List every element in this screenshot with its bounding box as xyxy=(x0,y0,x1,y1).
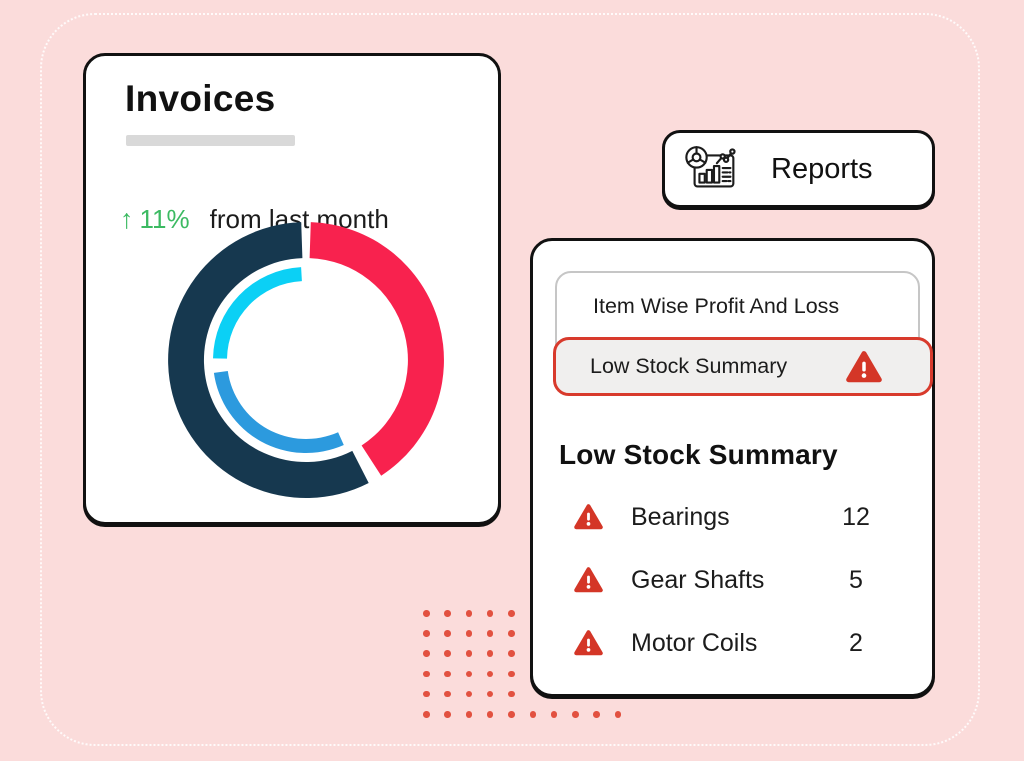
stock-item-row: Motor Coils 2 xyxy=(533,625,932,661)
decorative-dot xyxy=(465,670,473,678)
reports-button[interactable]: Reports xyxy=(662,130,935,208)
decorative-dot xyxy=(508,650,515,657)
invoices-card: Invoices ↑ 11% from last month xyxy=(83,53,501,525)
decorative-dot xyxy=(486,711,494,718)
decorative-dot xyxy=(465,711,473,718)
decorative-dot xyxy=(423,630,430,637)
stock-item-count: 2 xyxy=(849,628,863,657)
warning-icon xyxy=(574,630,603,656)
report-panel-card: Item Wise Profit And Loss Low Stock Summ… xyxy=(530,238,935,697)
decorative-dot xyxy=(444,650,451,657)
decorative-dot xyxy=(486,690,494,698)
stock-item-count: 5 xyxy=(849,565,863,594)
decorative-dot xyxy=(614,711,622,718)
reports-button-label: Reports xyxy=(771,152,873,185)
report-chart-icon xyxy=(685,146,736,188)
decorative-dot xyxy=(444,670,451,678)
decorative-dot xyxy=(529,711,536,718)
stock-item-count: 12 xyxy=(842,502,870,531)
decorative-dot xyxy=(423,670,430,678)
background-panel xyxy=(40,13,980,746)
decorative-dot xyxy=(486,670,494,678)
warning-icon xyxy=(574,567,603,593)
invoices-title: Invoices xyxy=(125,78,276,119)
decorative-dot xyxy=(444,610,451,617)
menu-item-label: Low Stock Summary xyxy=(590,354,788,378)
decorative-dot xyxy=(465,690,473,698)
cyan-segment xyxy=(213,267,302,359)
decorative-dot xyxy=(423,690,430,698)
decorative-dot xyxy=(508,711,515,718)
decorative-dot xyxy=(550,711,558,718)
stock-item-row: Gear Shafts 5 xyxy=(533,562,932,598)
menu-item-low-stock-summary[interactable]: Low Stock Summary xyxy=(553,337,933,396)
decorative-dot xyxy=(444,711,451,718)
decorative-dot xyxy=(508,670,515,678)
decorative-dot xyxy=(423,610,430,617)
stock-item-name: Bearings xyxy=(631,502,730,531)
decorative-dot xyxy=(486,650,494,657)
navy-segment xyxy=(168,222,369,499)
decorative-dot xyxy=(508,690,515,698)
title-underline-bar xyxy=(126,135,295,146)
decorative-dot xyxy=(593,711,600,718)
stock-item-name: Gear Shafts xyxy=(631,565,765,594)
decorative-dot xyxy=(423,711,430,718)
warning-icon xyxy=(574,504,603,530)
decorative-dot xyxy=(486,630,494,637)
decorative-dot xyxy=(444,690,451,698)
up-arrow-icon: ↑ xyxy=(120,204,134,234)
invoices-donut-chart xyxy=(168,222,444,499)
decorative-dot xyxy=(572,711,579,718)
stock-item-row: Bearings 12 xyxy=(533,499,932,535)
stock-item-name: Motor Coils xyxy=(631,628,758,657)
decorative-dot xyxy=(444,630,451,637)
trend-percent: 11% xyxy=(139,204,190,234)
low-stock-summary-heading: Low Stock Summary xyxy=(559,439,838,470)
decorative-dot xyxy=(423,650,430,657)
decorative-dot xyxy=(465,650,473,657)
decorative-dot xyxy=(508,630,515,637)
decorative-dot xyxy=(508,610,515,617)
blue-segment xyxy=(213,371,344,454)
red-segment xyxy=(309,222,444,476)
decorative-dot xyxy=(465,630,473,637)
decorative-dot xyxy=(465,610,473,617)
decorative-dot xyxy=(486,610,494,617)
warning-icon xyxy=(846,350,882,382)
menu-item-label: Item Wise Profit And Loss xyxy=(593,293,840,318)
